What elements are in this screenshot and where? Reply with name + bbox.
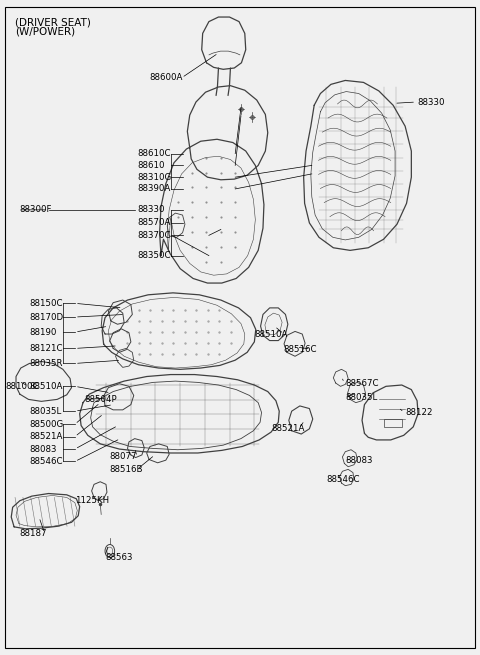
Text: 88500G: 88500G: [29, 420, 64, 429]
Text: 88350C: 88350C: [137, 251, 170, 260]
Text: (W/POWER): (W/POWER): [15, 27, 75, 37]
Text: 88516B: 88516B: [110, 465, 144, 474]
Text: 88390A: 88390A: [137, 185, 170, 193]
Text: 88330: 88330: [137, 206, 165, 214]
Text: 1125KH: 1125KH: [75, 496, 109, 505]
Text: 88610: 88610: [137, 161, 165, 170]
Text: 88546C: 88546C: [326, 475, 360, 483]
Text: 88600A: 88600A: [149, 73, 182, 83]
Text: 88083: 88083: [345, 457, 373, 465]
Text: 88300F: 88300F: [20, 206, 52, 214]
Text: 88187: 88187: [20, 529, 48, 538]
Text: 88610C: 88610C: [137, 149, 170, 158]
Text: 88567C: 88567C: [345, 379, 379, 388]
Text: 88521A: 88521A: [29, 432, 63, 441]
Text: 88521A: 88521A: [271, 424, 304, 434]
Text: 88510A: 88510A: [29, 382, 63, 391]
Text: 88100C: 88100C: [5, 382, 39, 391]
Text: 88121C: 88121C: [29, 344, 63, 353]
Text: 88570A: 88570A: [137, 218, 170, 227]
Text: 88077: 88077: [110, 453, 137, 461]
Text: 88122: 88122: [405, 408, 432, 417]
Text: 88563: 88563: [105, 553, 132, 562]
Text: 88516C: 88516C: [283, 345, 317, 354]
Text: (DRIVER SEAT): (DRIVER SEAT): [15, 17, 91, 27]
Text: 88035L: 88035L: [29, 407, 61, 416]
Text: 88150C: 88150C: [29, 299, 63, 308]
Text: 88035L: 88035L: [345, 393, 378, 402]
Bar: [384, 419, 402, 427]
Text: 88546C: 88546C: [29, 457, 63, 466]
Text: 88510A: 88510A: [254, 329, 288, 339]
Text: 88083: 88083: [29, 445, 57, 453]
Text: 88170D: 88170D: [29, 312, 63, 322]
Text: 88330: 88330: [417, 98, 444, 107]
Text: 88310G: 88310G: [137, 173, 171, 181]
Text: 88504P: 88504P: [84, 395, 117, 404]
Text: 88035R: 88035R: [29, 359, 63, 368]
Text: 88370C: 88370C: [137, 231, 170, 240]
Text: 88190: 88190: [29, 328, 57, 337]
